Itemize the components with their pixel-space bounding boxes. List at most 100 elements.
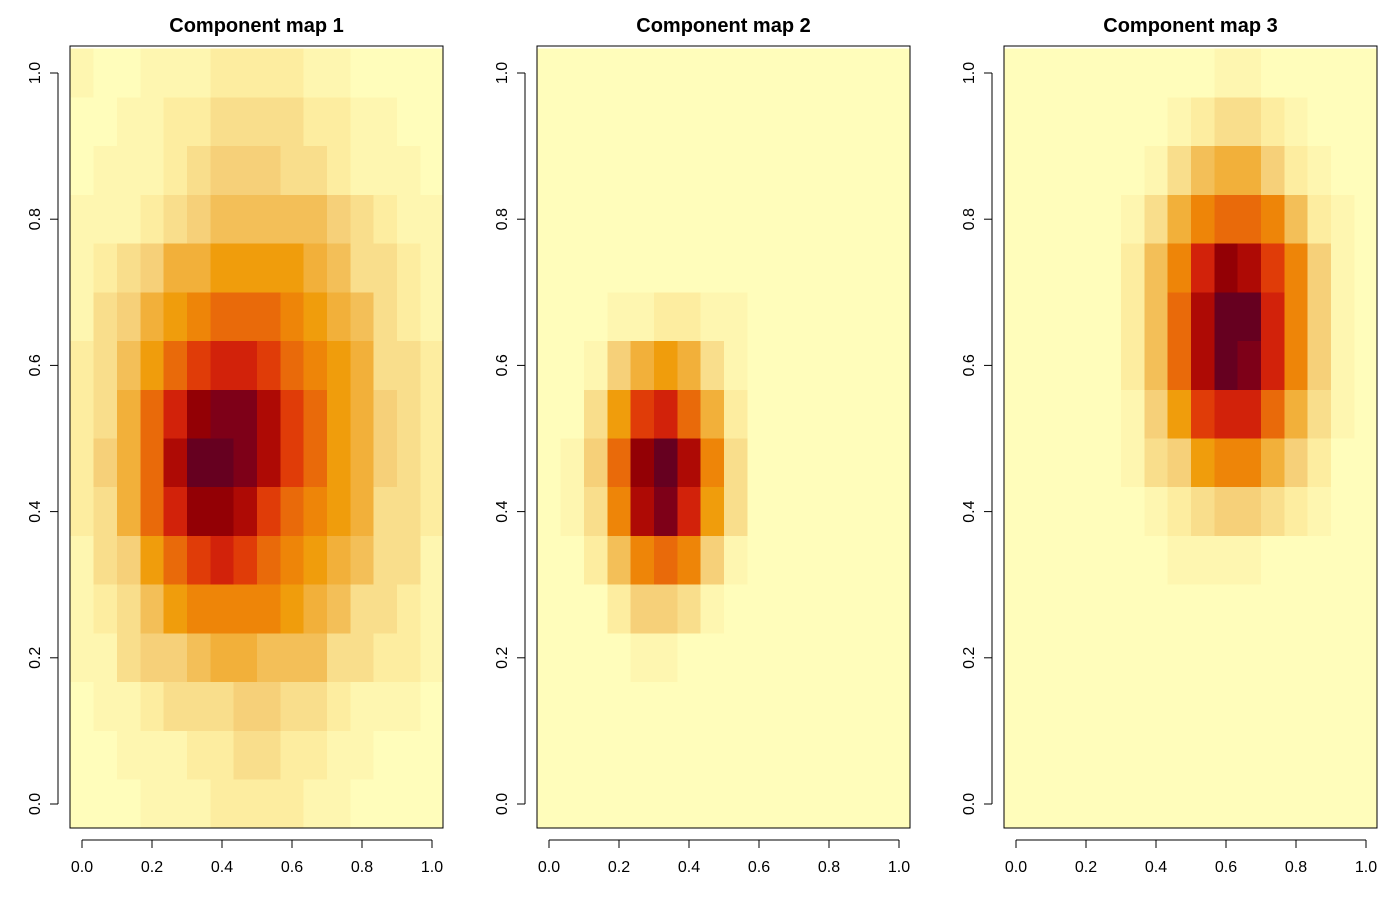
heatmap-cell: [747, 243, 772, 293]
heatmap-cell: [887, 97, 911, 147]
heatmap-cell: [1237, 438, 1262, 488]
heatmap-cell: [1214, 779, 1239, 829]
heatmap-cell: [864, 292, 888, 342]
heatmap-cell: [233, 146, 258, 196]
heatmap-cell: [1331, 292, 1355, 342]
heatmap-cell: [560, 194, 585, 245]
heatmap-cell: [794, 48, 818, 98]
heatmap-cell: [770, 779, 795, 829]
heatmap-cell: [794, 97, 818, 147]
heatmap-cell: [397, 584, 421, 634]
heatmap-cell: [327, 438, 351, 488]
heatmap-cell: [303, 438, 328, 488]
x-tick-label: 1.0: [888, 859, 910, 876]
heatmap-cell: [163, 389, 188, 439]
heatmap-cell: [233, 438, 258, 488]
heatmap-cell: [1191, 682, 1215, 732]
heatmap-cell: [1167, 292, 1192, 342]
heatmap-cell: [1051, 584, 1075, 634]
heatmap-cell: [864, 97, 888, 147]
heatmap-cell: [1237, 341, 1262, 391]
heatmap-cell: [724, 194, 748, 245]
heatmap-cell: [1284, 633, 1309, 683]
heatmap-cell: [724, 97, 748, 147]
heatmap-cell: [1191, 194, 1215, 245]
heatmap-cell: [257, 682, 281, 732]
heatmap-cell: [420, 341, 444, 391]
heatmap-cell: [654, 730, 678, 781]
heatmap-cell: [840, 146, 865, 196]
heatmap-cell: [747, 779, 772, 829]
heatmap-cell: [163, 730, 188, 781]
heatmap-cell: [397, 341, 421, 391]
heatmap-cell: [724, 535, 748, 586]
heatmap-cell: [1191, 487, 1215, 537]
heatmap-cell: [537, 487, 562, 537]
heatmap-cell: [397, 97, 421, 147]
heatmap-cell: [140, 243, 165, 293]
heatmap-cell: [607, 243, 632, 293]
heatmap-cell: [1167, 633, 1192, 683]
heatmap-cell: [117, 438, 141, 488]
heatmap-cell: [257, 633, 281, 683]
heatmap-cell: [1121, 487, 1145, 537]
heatmap-cell: [1121, 535, 1145, 586]
heatmap-cell: [1004, 633, 1029, 683]
heatmap-cell: [677, 730, 702, 781]
heatmap-cell: [1237, 97, 1262, 147]
heatmap-cell: [187, 97, 211, 147]
heatmap-cell: [280, 779, 305, 829]
y-tick-label: 0.6: [494, 354, 511, 376]
heatmap-cell: [397, 779, 421, 829]
heatmap-cell: [537, 682, 562, 732]
heatmap-cell: [840, 341, 865, 391]
heatmap-cell: [1167, 341, 1192, 391]
heatmap-cell: [257, 779, 281, 829]
heatmap-cell: [1121, 48, 1145, 98]
heatmap-cell: [1051, 730, 1075, 781]
heatmap-cell: [1051, 389, 1075, 439]
heatmap-cell: [1214, 48, 1239, 98]
heatmap-cell: [677, 438, 702, 488]
heatmap-cell: [1144, 48, 1169, 98]
heatmap-cell: [700, 243, 725, 293]
heatmap-cell: [770, 389, 795, 439]
heatmap-cell: [233, 243, 258, 293]
heatmap-cell: [303, 194, 328, 245]
y-tick-label: 0.2: [27, 647, 44, 669]
heatmap-cell: [1237, 194, 1262, 245]
heatmap-cell: [1097, 194, 1122, 245]
heatmap-cell: [677, 535, 702, 586]
heatmap-cell: [584, 194, 608, 245]
heatmap-cell: [70, 292, 95, 342]
heatmap-cell: [93, 487, 118, 537]
heatmap-cell: [794, 779, 818, 829]
heatmap-cell: [420, 389, 444, 439]
heatmap-cell: [163, 97, 188, 147]
heatmap-cell: [93, 194, 118, 245]
heatmap-cell: [1307, 48, 1332, 98]
heatmap-cell: [840, 535, 865, 586]
heatmap-cell: [350, 97, 375, 147]
heatmap-cell: [630, 146, 655, 196]
heatmap-cell: [233, 633, 258, 683]
heatmap-cell: [1237, 682, 1262, 732]
heatmap-cell: [303, 292, 328, 342]
heatmap-cell: [840, 194, 865, 245]
heatmap-cell: [1051, 97, 1075, 147]
heatmap-cell: [537, 341, 562, 391]
heatmap-cell: [864, 341, 888, 391]
heatmap-cell: [1284, 584, 1309, 634]
heatmap-cell: [1121, 146, 1145, 196]
heatmap-cell: [93, 243, 118, 293]
heatmap-cell: [1097, 48, 1122, 98]
heatmap-cell: [1214, 243, 1239, 293]
heatmap-cell: [1004, 146, 1029, 196]
heatmap-cell: [303, 682, 328, 732]
heatmap-cell: [724, 779, 748, 829]
heatmap-cell: [1307, 341, 1332, 391]
heatmap-cell: [560, 584, 585, 634]
heatmap-cell: [1354, 487, 1378, 537]
heatmap-cell: [117, 146, 141, 196]
heatmap-cell: [794, 389, 818, 439]
